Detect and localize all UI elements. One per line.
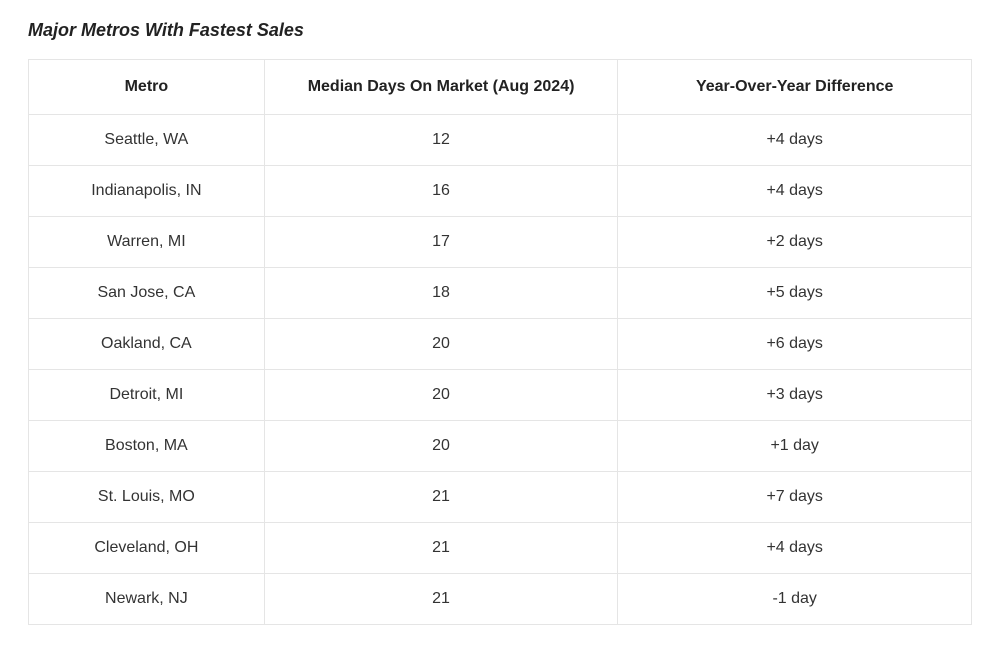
cell-yoy: +2 days (618, 217, 972, 268)
cell-days: 21 (264, 523, 618, 574)
cell-metro: Detroit, MI (29, 370, 265, 421)
cell-days: 18 (264, 268, 618, 319)
cell-days: 20 (264, 421, 618, 472)
table-row: Seattle, WA 12 +4 days (29, 115, 972, 166)
table-row: Boston, MA 20 +1 day (29, 421, 972, 472)
metros-table: Metro Median Days On Market (Aug 2024) Y… (28, 59, 972, 625)
table-row: Cleveland, OH 21 +4 days (29, 523, 972, 574)
cell-metro: Boston, MA (29, 421, 265, 472)
cell-metro: Warren, MI (29, 217, 265, 268)
cell-yoy: +3 days (618, 370, 972, 421)
table-row: Oakland, CA 20 +6 days (29, 319, 972, 370)
table-row: Newark, NJ 21 -1 day (29, 574, 972, 625)
cell-yoy: +7 days (618, 472, 972, 523)
cell-yoy: +4 days (618, 166, 972, 217)
cell-yoy: +6 days (618, 319, 972, 370)
col-header-metro: Metro (29, 60, 265, 115)
table-row: Detroit, MI 20 +3 days (29, 370, 972, 421)
cell-yoy: +1 day (618, 421, 972, 472)
cell-days: 17 (264, 217, 618, 268)
cell-metro: Indianapolis, IN (29, 166, 265, 217)
cell-yoy: -1 day (618, 574, 972, 625)
table-row: Indianapolis, IN 16 +4 days (29, 166, 972, 217)
cell-metro: Newark, NJ (29, 574, 265, 625)
table-row: Warren, MI 17 +2 days (29, 217, 972, 268)
cell-yoy: +4 days (618, 115, 972, 166)
cell-yoy: +4 days (618, 523, 972, 574)
cell-days: 21 (264, 574, 618, 625)
cell-metro: Seattle, WA (29, 115, 265, 166)
col-header-days: Median Days On Market (Aug 2024) (264, 60, 618, 115)
cell-days: 20 (264, 370, 618, 421)
cell-metro: St. Louis, MO (29, 472, 265, 523)
table-row: San Jose, CA 18 +5 days (29, 268, 972, 319)
cell-days: 20 (264, 319, 618, 370)
cell-days: 12 (264, 115, 618, 166)
cell-days: 21 (264, 472, 618, 523)
table-title: Major Metros With Fastest Sales (28, 20, 972, 41)
cell-metro: San Jose, CA (29, 268, 265, 319)
table-header-row: Metro Median Days On Market (Aug 2024) Y… (29, 60, 972, 115)
cell-metro: Oakland, CA (29, 319, 265, 370)
cell-days: 16 (264, 166, 618, 217)
cell-yoy: +5 days (618, 268, 972, 319)
col-header-yoy: Year-Over-Year Difference (618, 60, 972, 115)
table-row: St. Louis, MO 21 +7 days (29, 472, 972, 523)
cell-metro: Cleveland, OH (29, 523, 265, 574)
